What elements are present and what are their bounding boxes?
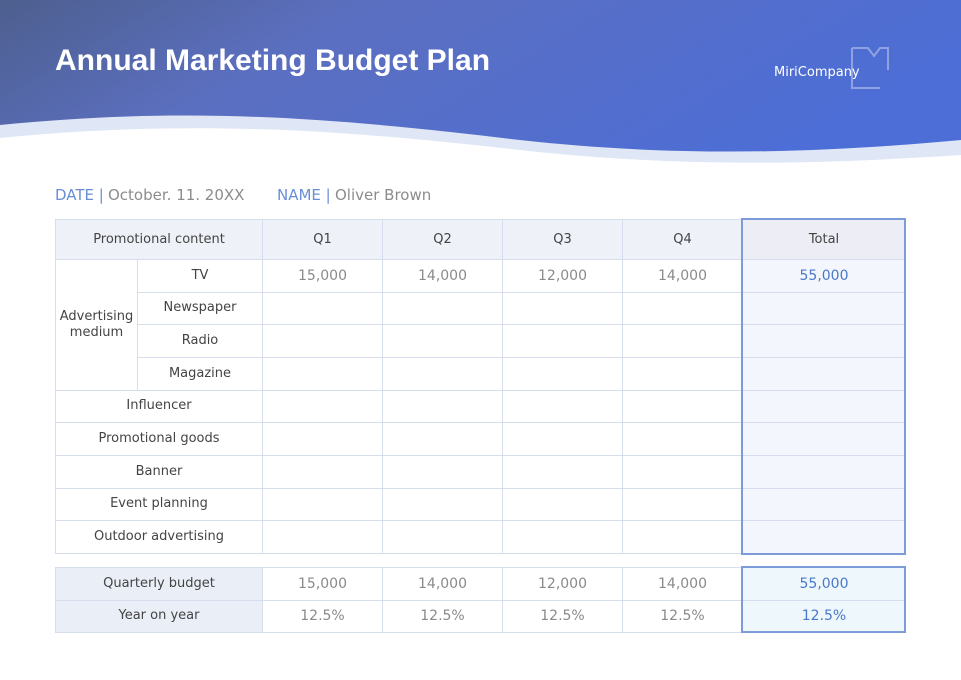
table-cell: 14,000	[382, 259, 503, 293]
table-cell	[262, 291, 383, 326]
row-label: Promotional goods	[55, 422, 263, 456]
summary-cell: 15,000	[262, 567, 383, 601]
total-frame	[741, 566, 906, 633]
table-cell	[262, 324, 383, 358]
table-cell	[502, 422, 623, 456]
table-cell	[382, 455, 503, 489]
table-cell	[622, 389, 743, 424]
table-cell	[502, 389, 623, 424]
table-cell	[622, 487, 743, 522]
table-cell	[262, 389, 383, 424]
column-header: Q1	[262, 219, 383, 260]
row-label: TV	[137, 259, 263, 293]
row-label: Influencer	[55, 389, 263, 424]
table-cell: 14,000	[622, 259, 743, 293]
column-header: Promotional content	[55, 219, 263, 260]
column-header: Q4	[622, 219, 743, 260]
group-label: Advertising medium	[55, 259, 138, 391]
row-label: Banner	[55, 455, 263, 489]
table-cell	[382, 520, 503, 554]
table-cell	[502, 520, 623, 554]
column-header: Q3	[502, 219, 623, 260]
table-cell	[502, 291, 623, 326]
date: October. 11. 20XX	[108, 186, 245, 204]
table-cell	[382, 389, 503, 424]
date-label: DATE |	[55, 186, 104, 204]
table-cell	[502, 357, 623, 391]
summary-label: Year on year	[55, 599, 263, 633]
table-cell	[742, 291, 906, 326]
column-header: Total	[742, 219, 906, 260]
table-cell	[742, 357, 906, 391]
row-label: Event planning	[55, 487, 263, 522]
table-cell	[382, 422, 503, 456]
summary-cell: 12.5%	[502, 599, 623, 633]
table-cell	[382, 487, 503, 522]
table-cell	[622, 291, 743, 326]
row-label: Outdoor advertising	[55, 520, 263, 554]
header-banner	[0, 0, 961, 170]
table-cell	[622, 422, 743, 456]
title: Annual Marketing Budget Plan	[55, 44, 491, 77]
table-cell	[742, 520, 906, 554]
table-cell	[622, 520, 743, 554]
summary-cell: 12.5%	[622, 599, 743, 633]
table-cell	[742, 389, 906, 424]
row-label: Magazine	[137, 357, 263, 391]
name-label: NAME |	[277, 186, 331, 204]
summary-cell: 12,000	[502, 567, 623, 601]
row-label: Radio	[137, 324, 263, 358]
summary-cell: 14,000	[382, 567, 503, 601]
table-cell	[502, 455, 623, 489]
name: Oliver Brown	[335, 186, 432, 204]
summary-cell: 12.5%	[382, 599, 503, 633]
summary-label: Quarterly budget	[55, 567, 263, 601]
table-cell	[262, 487, 383, 522]
summary-cell: 12.5%	[742, 599, 906, 633]
table-cell	[382, 357, 503, 391]
row-label: Newspaper	[137, 291, 263, 326]
company: MiriCompany	[774, 65, 860, 80]
table-cell	[262, 520, 383, 554]
table-cell: 15,000	[262, 259, 383, 293]
table-cell	[262, 422, 383, 456]
summary-cell: 12.5%	[262, 599, 383, 633]
table-cell	[622, 455, 743, 489]
total-frame	[741, 218, 906, 555]
table-cell	[262, 357, 383, 391]
table-cell	[502, 487, 623, 522]
table-cell	[622, 357, 743, 391]
table-cell	[382, 324, 503, 358]
table-cell	[742, 422, 906, 456]
summary-cell: 14,000	[622, 567, 743, 601]
table-cell	[502, 324, 623, 358]
table-cell	[262, 455, 383, 489]
table-cell	[382, 291, 503, 326]
table-cell: 12,000	[502, 259, 623, 293]
column-header: Q2	[382, 219, 503, 260]
table-cell	[622, 324, 743, 358]
